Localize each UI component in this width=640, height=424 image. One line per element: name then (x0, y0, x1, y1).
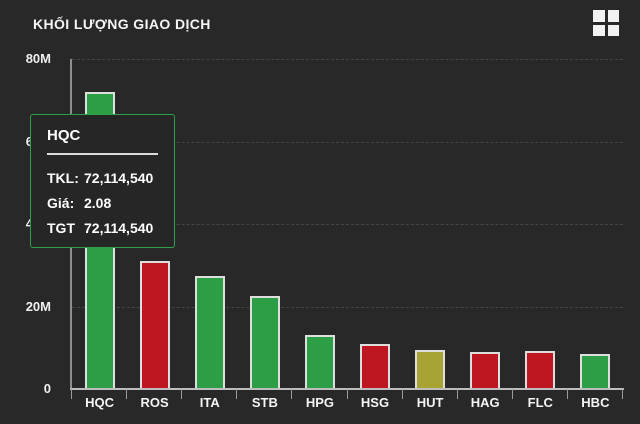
x-axis-tick (401, 389, 403, 399)
tooltip-label: Giá: (47, 195, 75, 211)
grid-menu-icon[interactable] (593, 10, 619, 36)
x-axis-tick (622, 389, 623, 399)
tooltip-row-tkl: TKL: 72,114,540 (47, 166, 158, 191)
tooltip-value: 2.08 (84, 195, 112, 211)
x-axis-label-stb: STB (251, 395, 278, 410)
x-axis-label-hsg: HSG (360, 395, 390, 410)
bar-slot-flc (513, 59, 568, 389)
tooltip-row-gia: Giá: 2.08 (47, 191, 158, 216)
x-axis-label-hag: HAG (470, 395, 500, 410)
y-axis-label-20m: 20M (25, 298, 51, 314)
tooltip-label: TGT (47, 220, 75, 236)
bar-hbc[interactable] (580, 354, 611, 389)
x-axis-label-hqc: HQC (85, 395, 114, 410)
bar-slot-ros (127, 59, 182, 389)
gridline (72, 224, 623, 225)
x-axis-tick (291, 389, 293, 399)
bar-slot-hbc (568, 59, 623, 389)
x-axis-tick (511, 389, 513, 399)
x-axis-tick (181, 389, 183, 399)
x-axis-label-ros: ROS (140, 395, 169, 410)
bar-hsg[interactable] (360, 344, 391, 389)
x-axis-tick (346, 389, 348, 399)
x-axis-tick (71, 389, 72, 399)
tooltip-row-tgt: TGT 72,114,540 (47, 216, 158, 241)
bar-ros[interactable] (139, 261, 170, 389)
x-axis-label-hbc: HBC (581, 395, 610, 410)
x-axis-label-hpg: HPG (305, 395, 334, 410)
bar-flc[interactable] (525, 351, 556, 389)
x-axis-tick (456, 389, 458, 399)
gridline (72, 141, 623, 143)
tooltip-value: 72,114,540 (84, 220, 154, 236)
bar-slot-ita (182, 59, 237, 389)
x-axis-tick (126, 389, 128, 399)
bar-slot-stb (237, 59, 292, 389)
x-axis-tick (236, 389, 238, 399)
gridline (72, 306, 623, 308)
grid-icon-square (593, 10, 605, 22)
tooltip-label: TKL: (47, 170, 79, 186)
bar-hag[interactable] (470, 352, 501, 389)
x-axis-label-ita: ITA (199, 395, 220, 410)
bar-hut[interactable] (415, 350, 446, 389)
x-axis-tick (566, 389, 568, 399)
gridline (72, 59, 623, 60)
tooltip: HQC TKL: 72,114,540 Giá: 2.08 TGT 72,114… (30, 114, 175, 248)
bar-slot-hsg (347, 59, 402, 389)
x-axis-labels: HQC ROS ITA STB HPG HSG HUT HAG FLC HBC (72, 395, 623, 410)
bar-hpg[interactable] (304, 335, 335, 389)
grid-icon-square (593, 24, 605, 36)
x-axis-label-flc: FLC (527, 395, 553, 410)
y-axis-label-80m: 80M (25, 51, 51, 66)
y-axis-label-0: 0 (43, 381, 51, 396)
tooltip-title: HQC (47, 127, 81, 144)
chart-title: KHỐI LƯỢNG GIAO DỊCH (33, 16, 211, 32)
bar-slot-hut (403, 59, 458, 389)
tooltip-value: 72,114,540 (84, 170, 154, 186)
grid-icon-square (607, 10, 619, 22)
bar-stb[interactable] (249, 296, 280, 389)
bar-slot-hpg (292, 59, 347, 389)
tooltip-separator (47, 153, 158, 155)
bar-slot-hag (458, 59, 513, 389)
grid-icon-square (607, 24, 619, 36)
x-axis-label-hut: HUT (416, 395, 444, 410)
bar-ita[interactable] (194, 276, 225, 389)
